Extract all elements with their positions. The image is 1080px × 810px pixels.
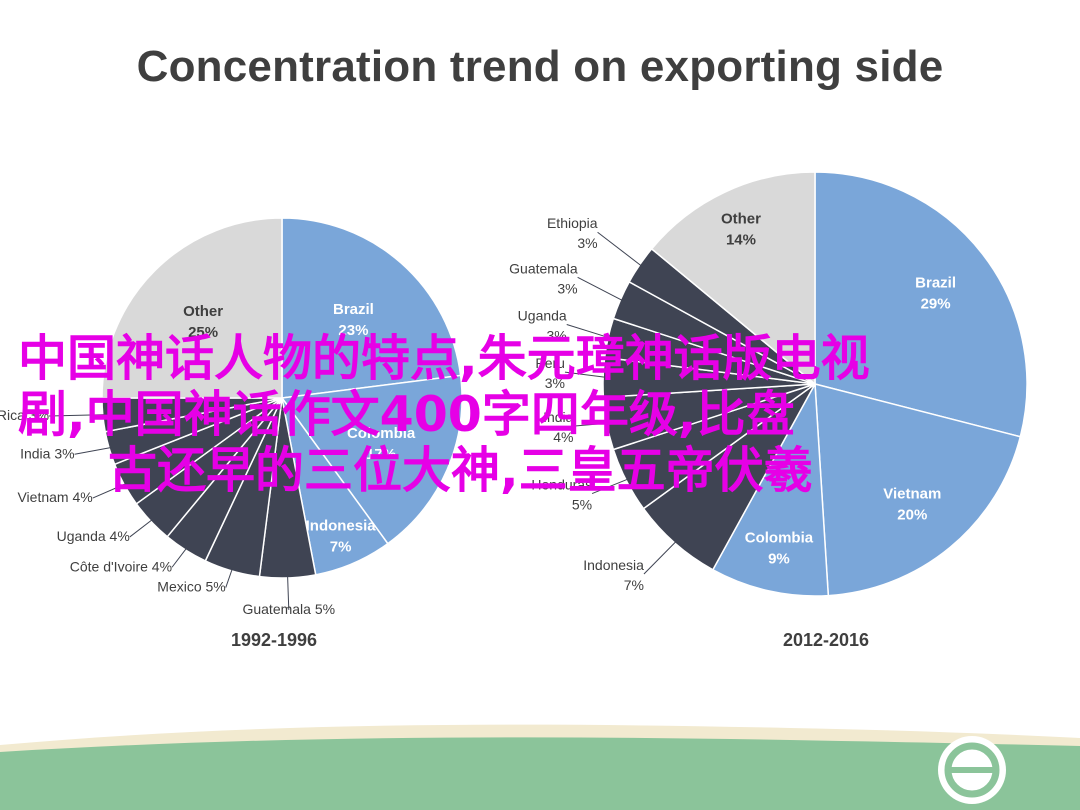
- slice-label: India: [543, 409, 574, 425]
- leader-line: [597, 231, 644, 268]
- slice-label: Other: [721, 211, 761, 228]
- slice-label: Brazil: [915, 274, 956, 291]
- slice-label: Uganda: [518, 308, 567, 324]
- slice-label: Other: [183, 303, 223, 320]
- slice-value-label: 29%: [921, 295, 951, 312]
- pie-title: 1992-1996: [231, 630, 317, 650]
- slice-label: Colombia: [745, 529, 814, 546]
- slice-value-label: 5%: [572, 497, 592, 513]
- pie-title: 2012-2016: [783, 630, 869, 650]
- overlay-text-line-3: 古还早的三位大神,三皇五帝伏羲: [108, 442, 813, 499]
- slice-label: Costa Rica 3%: [0, 407, 49, 423]
- leader-line: [564, 371, 608, 378]
- slice-value-label: 3%: [557, 280, 577, 296]
- slice-label: Guatemala 5%: [242, 601, 335, 617]
- slice-value-label: 17%: [366, 446, 396, 463]
- leader-line: [643, 539, 678, 575]
- pie-chart-2: Brazil 29% Vietnam 20% Colombia 9% Indonesia 7%…: [509, 171, 1028, 650]
- pie-slice: [814, 383, 1022, 597]
- slice-value-label: 4%: [553, 429, 573, 445]
- slice-label: Côte d'Ivoire 4%: [70, 558, 172, 574]
- pie-slice: [281, 217, 462, 399]
- leader-line: [74, 446, 113, 455]
- circle-logo-icon: [938, 736, 1006, 804]
- slice-value-label: 25%: [188, 324, 218, 341]
- slice-label: India 3%: [20, 445, 74, 461]
- leader-line: [225, 567, 234, 588]
- leader-line: [171, 546, 188, 568]
- slice-label: Indonesia: [583, 557, 644, 573]
- leader-line: [129, 518, 154, 538]
- slice-value-label: 3%: [545, 375, 565, 391]
- pie-slice: [101, 217, 283, 399]
- leader-line: [49, 414, 107, 417]
- slice-value-label: 23%: [338, 322, 368, 339]
- slide-title: Concentration trend on exporting side: [136, 42, 944, 91]
- slice-label: Brazil: [333, 301, 374, 318]
- slice-value-label: 9%: [768, 550, 790, 567]
- slice-label: Peru: [535, 355, 565, 371]
- overlay-text-line-2: 剧,中国神话作文400字四年级,比盘: [18, 386, 795, 443]
- slice-value-label: 7%: [624, 577, 644, 593]
- slice-label: Mexico 5%: [157, 579, 225, 595]
- slice-value-label: 20%: [897, 507, 927, 524]
- slice-label: Vietnam: [883, 486, 941, 503]
- slice-value-label: 3%: [546, 328, 566, 344]
- slice-label: Guatemala: [509, 260, 578, 276]
- slice-value-label: 3%: [577, 235, 597, 251]
- slice-label: Vietnam 4%: [17, 489, 92, 505]
- slice-label: Uganda 4%: [57, 528, 130, 544]
- slice-label: Ethiopia: [547, 215, 598, 231]
- leader-line: [287, 574, 290, 610]
- pie-slice: [280, 374, 463, 545]
- pie-chart-1: Brazil 23% Colombia 17% Indonesia 7% Guatemala…: [0, 217, 463, 650]
- slice-label: Colombia: [347, 425, 416, 442]
- pie-slice: [650, 171, 816, 386]
- leader-line: [591, 477, 631, 495]
- slice-label: Honduras: [531, 477, 592, 493]
- leader-line: [566, 324, 613, 340]
- slice-value-label: 7%: [330, 538, 352, 555]
- leader-line: [92, 482, 128, 499]
- leader-line: [577, 276, 625, 302]
- overlay-text-line-1: 中国神话人物的特点,朱元璋神话版电视: [18, 330, 870, 387]
- leader-line: [573, 422, 611, 427]
- pie-slice: [711, 381, 830, 597]
- footer-wave: [0, 737, 1080, 810]
- pie-slice: [814, 171, 1028, 438]
- slice-value-label: 14%: [726, 232, 756, 249]
- slice-label: Indonesia: [306, 517, 377, 534]
